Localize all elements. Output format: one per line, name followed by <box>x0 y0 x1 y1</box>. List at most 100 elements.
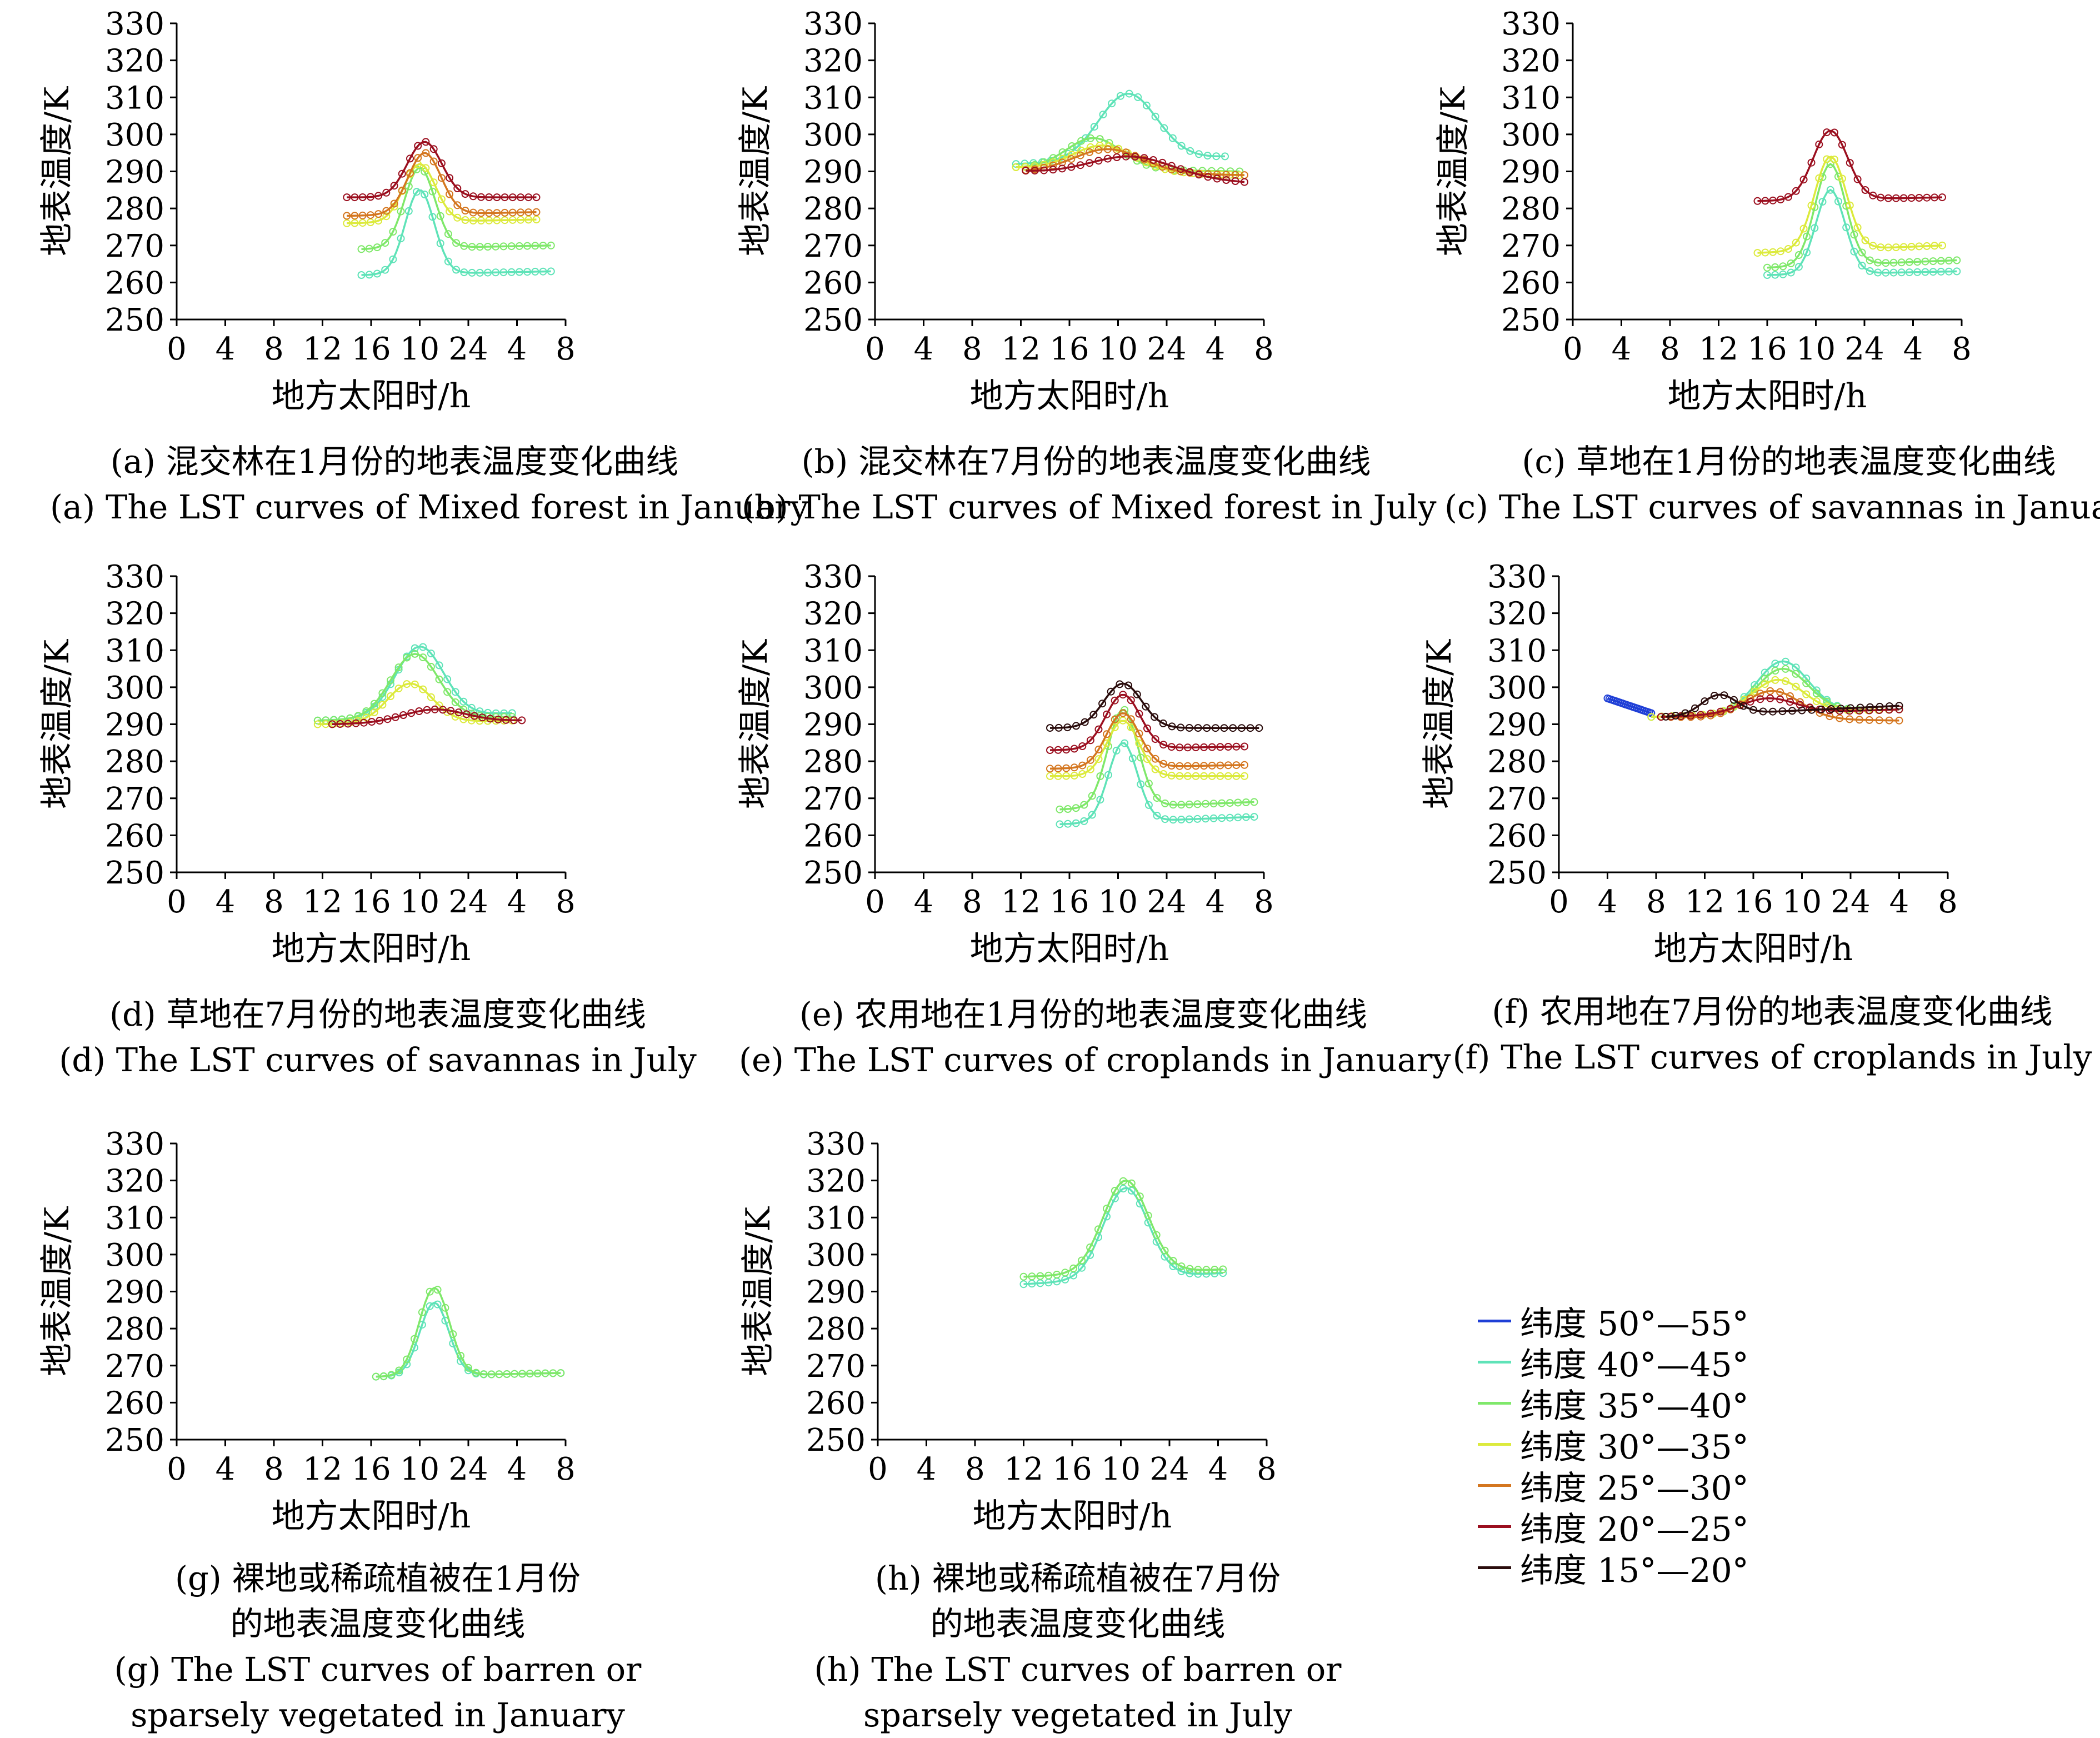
data-point <box>1224 772 1232 780</box>
data-point <box>1068 142 1076 150</box>
data-point <box>453 201 462 209</box>
data-point <box>517 216 525 224</box>
data-point <box>1895 702 1903 710</box>
series-2 <box>357 165 555 253</box>
caption-cn-line: (e) 农用地在1月份的地表温度变化曲线 <box>799 995 1368 1033</box>
data-point <box>1062 746 1071 754</box>
data-point <box>485 216 493 224</box>
y-tick-label: 310 <box>803 633 863 669</box>
data-point <box>1846 715 1854 723</box>
data-point <box>413 188 421 196</box>
data-point <box>1086 134 1094 142</box>
x-tick-label: 10 <box>400 331 439 367</box>
data-point <box>418 1308 426 1316</box>
x-tick-label: 4 <box>507 884 527 920</box>
data-point <box>411 644 419 652</box>
x-tick-label: 24 <box>1147 884 1186 920</box>
data-point <box>1054 772 1062 780</box>
x-axis-title: 地方太阳时/h <box>1668 377 1867 416</box>
data-point <box>1070 745 1078 753</box>
data-point <box>387 692 394 700</box>
data-point <box>1907 243 1916 251</box>
data-point <box>1672 712 1679 720</box>
data-point <box>1135 739 1143 747</box>
data-point <box>1208 743 1216 751</box>
data-point <box>422 164 430 172</box>
x-tick-label: 4 <box>914 884 934 920</box>
data-point <box>344 720 352 728</box>
data-point <box>1137 780 1145 788</box>
data-point <box>397 207 405 216</box>
series-line <box>1661 690 1899 722</box>
data-point <box>1255 724 1263 732</box>
data-point <box>404 207 413 215</box>
data-point <box>1070 763 1078 772</box>
data-point <box>431 705 439 713</box>
data-point <box>1019 1272 1028 1281</box>
series-line <box>1757 129 1943 202</box>
data-point <box>1077 146 1086 154</box>
data-point <box>1763 263 1771 272</box>
x-tick-label: 12 <box>1699 331 1738 367</box>
data-point <box>426 1287 434 1296</box>
data-point <box>1882 259 1890 267</box>
data-point <box>1116 680 1124 688</box>
data-point <box>1858 248 1866 257</box>
x-tick-label: 16 <box>1049 884 1089 920</box>
data-point <box>1915 242 1923 251</box>
x-tick-label: 24 <box>1831 884 1870 920</box>
data-point <box>1697 711 1705 719</box>
data-point <box>1142 101 1151 109</box>
data-point <box>476 707 484 716</box>
data-point <box>358 193 367 201</box>
data-point <box>502 716 510 724</box>
data-point <box>464 1364 472 1372</box>
data-point <box>419 653 427 662</box>
data-point <box>1168 722 1176 731</box>
data-point <box>1158 158 1167 167</box>
data-point <box>477 193 485 201</box>
data-point <box>1681 709 1689 717</box>
data-point <box>510 716 518 725</box>
data-point <box>1794 251 1803 259</box>
data-point <box>1647 713 1656 721</box>
x-tick-label: 24 <box>448 331 488 367</box>
caption-cn-line: (d) 草地在7月份的地表温度变化曲线 <box>109 995 647 1033</box>
data-point <box>1046 765 1054 773</box>
data-point <box>1067 155 1076 163</box>
data-point <box>404 182 413 191</box>
data-point <box>1121 739 1129 747</box>
y-tick-label: 270 <box>105 1349 164 1385</box>
data-point <box>1081 718 1089 726</box>
y-axis-title: 地表温度/K <box>38 86 77 256</box>
data-point <box>419 685 427 693</box>
y-tick-label: 330 <box>105 559 164 595</box>
x-tick-label: 10 <box>1782 884 1822 920</box>
data-point <box>1204 173 1212 181</box>
data-point <box>1140 154 1148 162</box>
x-axis-title: 地方太阳时/h <box>970 377 1169 416</box>
data-point <box>1811 224 1819 232</box>
y-tick-label: 310 <box>1487 633 1547 669</box>
data-point <box>1159 770 1168 778</box>
data-point <box>389 228 397 236</box>
data-point <box>390 182 398 190</box>
data-point <box>1226 813 1234 822</box>
x-axis-title: 地方太阳时/h <box>1654 930 1853 968</box>
data-point <box>1242 813 1250 821</box>
caption-cn-line: (h) 裸地或稀疏植被在7月份 <box>874 1559 1281 1597</box>
data-point <box>1885 716 1893 725</box>
data-point <box>1143 745 1151 753</box>
data-point <box>1136 1192 1144 1201</box>
y-tick-label: 250 <box>105 302 164 338</box>
y-tick-label: 330 <box>1487 559 1547 595</box>
caption-cn-line: (g) 裸地或稀疏植被在1月份 <box>174 1559 581 1597</box>
data-point <box>1945 257 1953 264</box>
y-tick-label: 270 <box>1501 228 1561 264</box>
data-point <box>1176 743 1184 752</box>
data-point <box>395 1366 403 1375</box>
data-point <box>1746 697 1754 706</box>
data-point <box>1730 696 1738 704</box>
data-point <box>1103 710 1111 718</box>
